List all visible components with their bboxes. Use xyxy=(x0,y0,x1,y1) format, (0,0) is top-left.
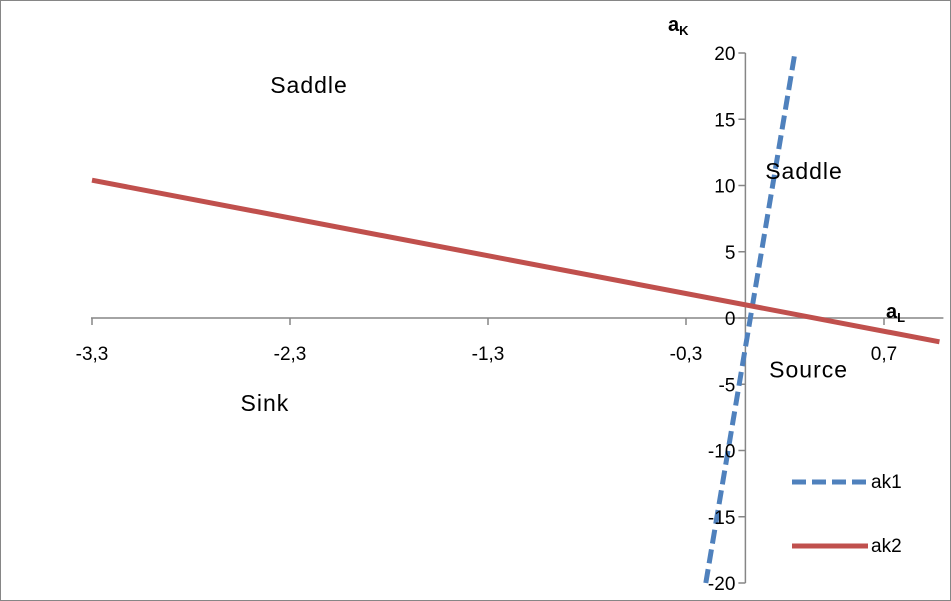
y-tick-label: -10 xyxy=(708,442,735,463)
region-annotations: Saddle Saddle Sink Source xyxy=(241,72,848,416)
y-axis-title: aK xyxy=(668,14,689,38)
x-tick-label: -1,3 xyxy=(472,344,505,365)
y-tick-label: -5 xyxy=(718,375,735,396)
region-label: Saddle xyxy=(765,158,843,184)
legend-entry-ak1: ak1 xyxy=(792,472,902,493)
tick-labels: -3,3 -2,3 -1,3 -0,3 0,7 20 15 10 5 0 -5 -10 -15 -20 xyxy=(76,44,898,595)
x-tick-label: -0,3 xyxy=(670,344,703,365)
y-tick-label: -15 xyxy=(708,508,735,529)
series-line-ak2 xyxy=(91,177,940,345)
x-tick-label: -3,3 xyxy=(76,344,109,365)
y-tick-label: 20 xyxy=(714,44,735,65)
region-label: Source xyxy=(769,357,848,383)
x-axis-title: aL xyxy=(886,301,905,325)
x-tick-label: 0,7 xyxy=(871,344,897,365)
legend-label-ak2: ak2 xyxy=(871,536,902,557)
legend: ak1 ak2 xyxy=(792,472,902,557)
legend-entry-ak2: ak2 xyxy=(792,536,902,557)
y-tick-label: -20 xyxy=(708,574,735,595)
y-tick-label: 0 xyxy=(725,309,736,330)
region-label: Saddle xyxy=(270,72,348,98)
series xyxy=(91,52,940,584)
series-line-ak1 xyxy=(703,52,798,584)
y-tick-label: 15 xyxy=(714,110,735,131)
legend-label-ak1: ak1 xyxy=(871,472,902,493)
y-tick-label: 5 xyxy=(725,243,736,264)
x-tick-label: -2,3 xyxy=(274,344,307,365)
y-tick-label: 10 xyxy=(714,177,735,198)
region-label: Sink xyxy=(241,390,290,416)
